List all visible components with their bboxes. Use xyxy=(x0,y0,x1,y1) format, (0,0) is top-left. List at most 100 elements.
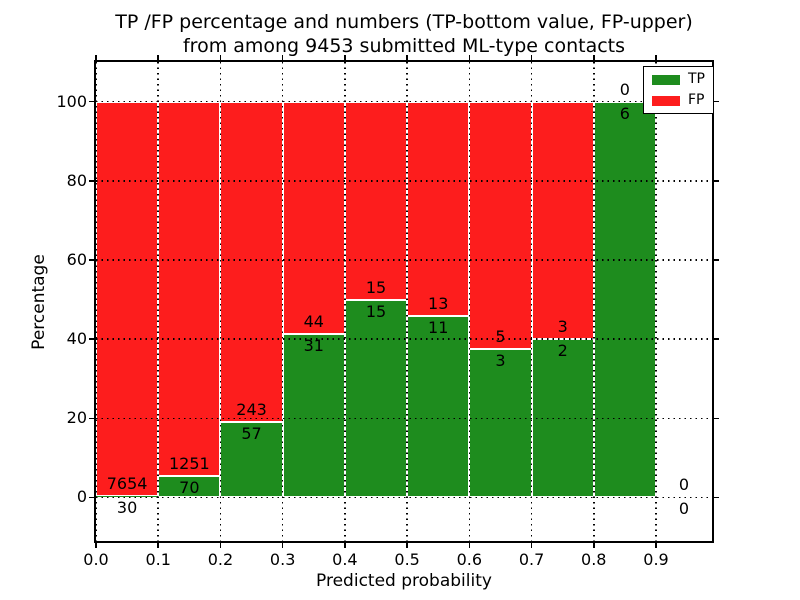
x-tick-mark xyxy=(530,543,533,548)
fp-count-label: 3 xyxy=(557,317,568,337)
x-tick-mark xyxy=(468,543,471,548)
x-gridline xyxy=(468,62,471,541)
x-tick-label: 0.2 xyxy=(207,550,234,569)
plot-area: 7654 30 1251 70 243 57 44 31 15 15 13 11 5 3 3 2 0 6 0 0 xyxy=(94,60,714,543)
x-tick-mark-top xyxy=(219,55,222,60)
legend-item-fp: FP xyxy=(652,93,705,108)
x-tick-mark-top xyxy=(468,55,471,60)
x-tick-mark xyxy=(157,543,159,548)
x-tick-label: 0.6 xyxy=(456,550,483,569)
plot-canvas: 7654 30 1251 70 243 57 44 31 15 15 13 11 5 3 3 2 0 6 0 0 xyxy=(95,62,712,541)
x-axis-title: Predicted probability xyxy=(316,571,492,591)
fp-count-label: 1251 xyxy=(168,454,210,474)
tp-count-label: 15 xyxy=(365,301,387,321)
tp-count-label: 57 xyxy=(241,424,262,444)
fp-bar-segment xyxy=(220,101,283,423)
fp-bar-segment xyxy=(344,101,408,300)
fp-bar-segment xyxy=(531,101,594,340)
fp-bar-segment xyxy=(282,101,345,334)
y-tick-label: 80 xyxy=(66,170,87,190)
y-tick-label: 100 xyxy=(56,91,87,111)
x-tick-mark xyxy=(281,543,284,548)
y-tick-mark xyxy=(89,417,94,420)
chart-title: TP /FP percentage and numbers (TP-bottom… xyxy=(96,10,712,58)
x-tick-label: 0.8 xyxy=(581,550,607,569)
tp-count-label: 0 xyxy=(678,499,690,519)
tp-bar-segment xyxy=(469,349,532,498)
x-gridline xyxy=(157,62,159,541)
y-tick-mark-right xyxy=(714,496,719,499)
x-tick-mark-top xyxy=(593,55,595,60)
tp-bar-segment xyxy=(282,333,345,498)
x-tick-label: 0.4 xyxy=(332,550,358,569)
y-tick-mark-right xyxy=(714,100,719,103)
fp-bar-segment xyxy=(469,101,532,349)
tp-count-label: 70 xyxy=(179,478,200,498)
y-gridline xyxy=(96,417,712,420)
x-tick-label: 0.7 xyxy=(518,550,545,569)
fp-count-label: 0 xyxy=(619,79,630,99)
x-tick-mark-top xyxy=(406,55,408,60)
tp-count-label: 3 xyxy=(495,351,506,370)
chart-title-line1: TP /FP percentage and numbers (TP-bottom… xyxy=(115,11,693,33)
x-gridline xyxy=(344,62,346,541)
y-tick-label: 60 xyxy=(66,249,87,269)
fp-color-swatch xyxy=(652,95,680,106)
y-tick-mark xyxy=(89,338,94,340)
x-gridline xyxy=(219,62,222,541)
tp-bar-segment xyxy=(220,422,283,498)
x-tick-mark-top xyxy=(281,55,284,60)
x-gridline xyxy=(593,62,595,541)
y-tick-label: 0 xyxy=(76,487,87,507)
x-tick-mark xyxy=(219,543,222,548)
x-tick-mark-top xyxy=(530,55,533,60)
fp-count-label: 5 xyxy=(495,327,506,346)
x-tick-mark xyxy=(655,543,657,548)
tp-bar-segment xyxy=(407,316,470,498)
fp-count-label: 0 xyxy=(678,475,690,495)
tp-count-label: 11 xyxy=(428,318,449,337)
legend-label-fp: FP xyxy=(688,92,705,108)
tp-bar-segment xyxy=(593,101,656,498)
y-gridline xyxy=(96,259,712,261)
y-tick-mark-right xyxy=(714,180,719,182)
x-tick-mark xyxy=(406,543,408,548)
legend-label-tp: TP xyxy=(688,71,705,87)
x-tick-mark-top xyxy=(95,55,97,60)
fp-bar-segment xyxy=(158,101,221,477)
tp-bar-segment xyxy=(344,299,408,498)
x-tick-label: 0.0 xyxy=(83,550,109,569)
y-gridline xyxy=(96,496,712,499)
x-gridline xyxy=(530,62,533,541)
y-gridline xyxy=(96,100,712,103)
legend: TP FP xyxy=(643,66,714,114)
x-gridline xyxy=(95,62,97,541)
x-tick-mark-top xyxy=(344,55,346,60)
tp-count-label: 6 xyxy=(619,103,630,123)
y-tick-mark xyxy=(89,180,94,182)
x-gridline xyxy=(655,62,657,541)
tp-bar-segment xyxy=(96,495,159,498)
x-gridline xyxy=(406,62,408,541)
y-axis-title: Percentage xyxy=(29,254,49,350)
fp-count-label: 7654 xyxy=(106,473,148,493)
fp-count-label: 13 xyxy=(428,294,449,313)
x-tick-label: 0.9 xyxy=(643,550,669,569)
chart-title-line2: from among 9453 submitted ML-type contac… xyxy=(182,35,626,57)
y-tick-mark xyxy=(89,496,94,499)
x-tick-mark xyxy=(95,543,97,548)
tp-count-label: 2 xyxy=(557,341,568,361)
tp-count-label: 31 xyxy=(303,335,324,355)
y-tick-label: 40 xyxy=(66,329,87,349)
fp-count-label: 15 xyxy=(365,277,387,297)
x-tick-label: 0.1 xyxy=(145,550,171,569)
y-gridline xyxy=(96,180,712,182)
y-tick-mark-right xyxy=(714,338,719,340)
x-tick-mark xyxy=(593,543,595,548)
legend-item-tp: TP xyxy=(652,72,705,87)
x-tick-mark-top xyxy=(655,55,657,60)
x-tick-mark-top xyxy=(157,55,159,60)
fp-count-label: 44 xyxy=(303,311,324,331)
fp-bar-segment xyxy=(96,101,159,496)
